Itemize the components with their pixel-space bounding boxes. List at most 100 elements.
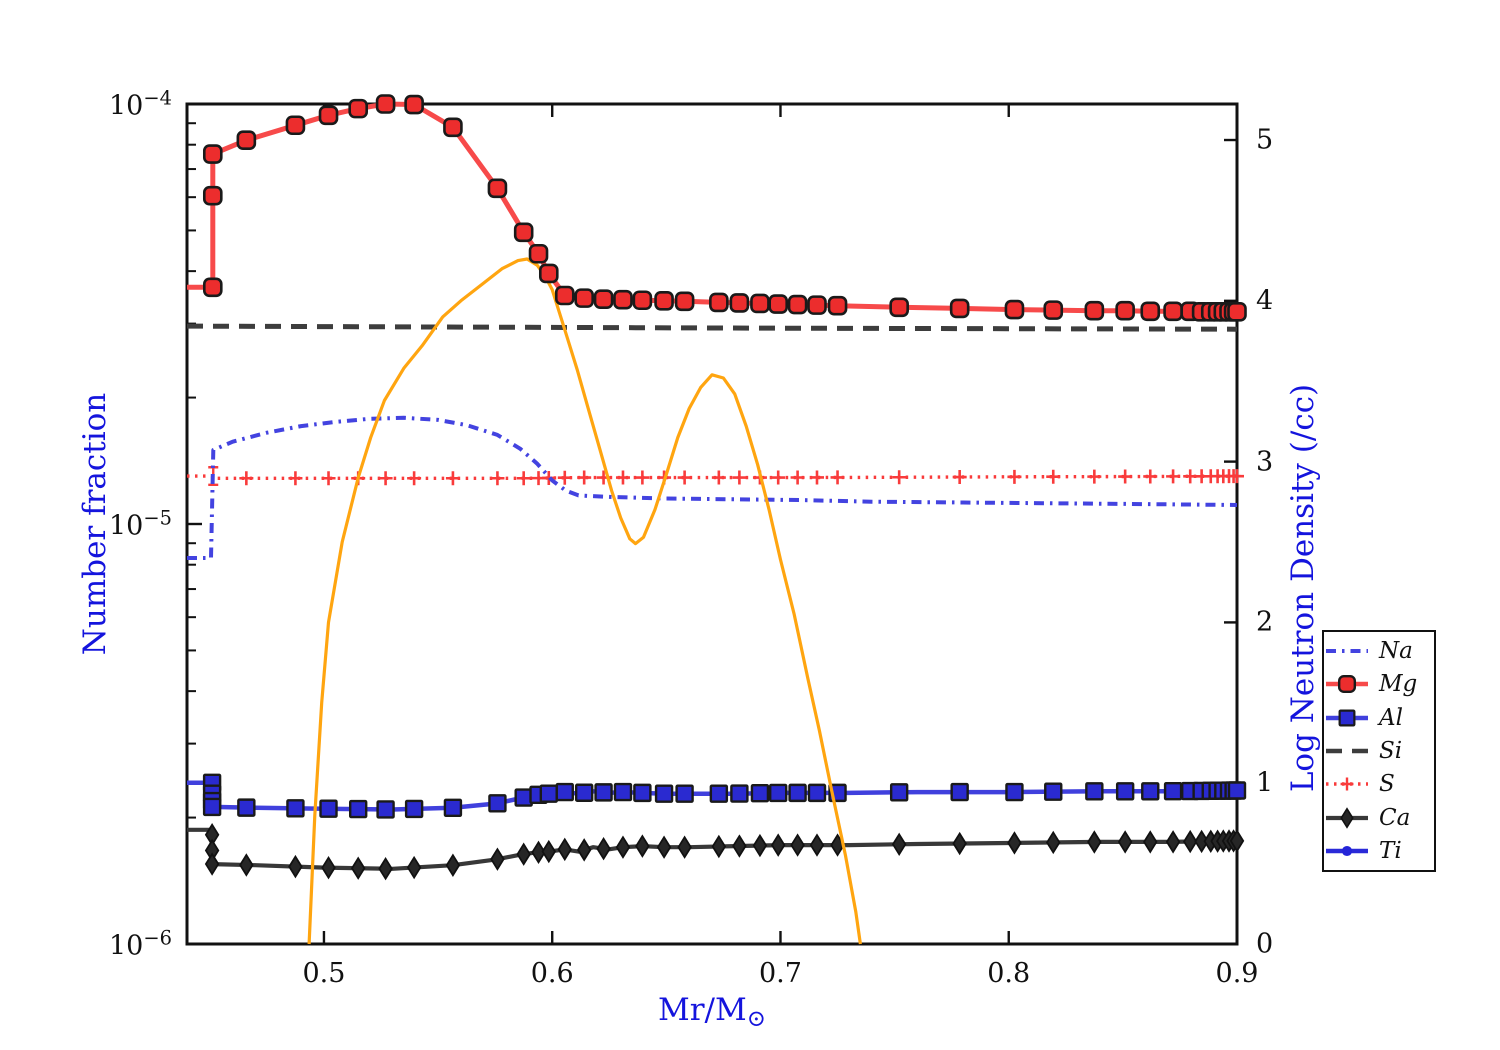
al-marker — [539, 784, 558, 803]
plot-border — [185, 102, 1239, 946]
al-marker — [1227, 781, 1247, 800]
al-marker — [514, 788, 533, 807]
mg-marker — [554, 285, 575, 306]
mg-marker — [674, 291, 695, 312]
mg-marker — [889, 297, 909, 318]
legend-item-Ca: Ca — [1324, 802, 1434, 834]
ca-marker — [288, 854, 303, 879]
ca-marker — [576, 838, 592, 862]
mg-marker — [807, 295, 827, 315]
series-line-Si — [186, 323, 1238, 332]
s-marker — [892, 470, 907, 485]
s-marker — [321, 471, 336, 486]
mg-marker — [1227, 302, 1247, 322]
legend-sample-S — [1326, 777, 1368, 791]
s-marker — [1007, 469, 1022, 484]
al-marker — [443, 798, 463, 818]
ca-marker — [541, 839, 557, 864]
ca-marker — [1007, 831, 1022, 855]
mg-marker — [1140, 301, 1161, 322]
mg-marker — [487, 178, 508, 199]
s-marker — [635, 470, 650, 485]
y-tick-label: 10−4 — [108, 86, 172, 122]
mg-marker — [285, 115, 306, 136]
al-marker — [950, 782, 969, 802]
legend-label-Si: Si — [1379, 737, 1403, 764]
legend-label-S: S — [1379, 771, 1395, 798]
mg-marker — [513, 222, 534, 243]
ca-marker — [1165, 830, 1181, 854]
series-neutron_density — [307, 257, 862, 945]
al-marker — [1141, 782, 1160, 801]
series-line-Mg — [187, 101, 1237, 315]
ca-marker — [321, 855, 336, 880]
al-marker — [730, 784, 749, 803]
mg-marker — [236, 130, 257, 150]
mg-marker — [593, 289, 614, 309]
x-tick-label: 0.9 — [1215, 958, 1259, 989]
legend-item-Al: Al — [1324, 702, 1434, 734]
ca-marker — [809, 833, 825, 857]
x-tick-label: 0.7 — [758, 958, 802, 989]
al-marker — [1338, 709, 1356, 727]
right-tick-label: 4 — [1256, 285, 1274, 317]
ca-marker — [711, 834, 727, 859]
ti-marker — [1341, 846, 1353, 857]
al-marker — [555, 782, 574, 802]
mg-marker — [1115, 300, 1135, 321]
al-marker — [319, 799, 338, 818]
mg-marker — [654, 290, 674, 311]
s-marker — [378, 471, 393, 486]
x-tick-label: 0.6 — [530, 958, 574, 989]
mg-marker — [202, 144, 223, 164]
s-marker — [1166, 469, 1181, 484]
s-marker — [732, 470, 747, 485]
al-marker — [488, 794, 507, 813]
mg-marker — [202, 277, 223, 298]
ca-marker — [677, 835, 692, 859]
s-marker — [490, 471, 505, 486]
ca-marker — [1117, 830, 1133, 854]
legend-sample-Al — [1326, 709, 1368, 727]
series-line-Ca — [187, 827, 1238, 871]
s-marker — [516, 471, 531, 486]
mg-marker — [348, 98, 368, 119]
legend-label-Al: Al — [1379, 704, 1403, 731]
x-tick-label: 0.5 — [302, 958, 346, 989]
al-marker — [1163, 782, 1183, 801]
s-marker — [711, 470, 726, 485]
mg-marker — [443, 117, 463, 138]
series-Si — [186, 323, 1238, 332]
ca-marker — [557, 837, 573, 862]
al-marker — [237, 798, 256, 817]
legend-label-Ti: Ti — [1379, 838, 1402, 865]
s-marker — [288, 471, 303, 486]
s-marker — [1118, 469, 1133, 484]
right-tick-label: 0 — [1256, 928, 1274, 960]
mg-marker — [404, 94, 424, 115]
s-marker — [541, 470, 556, 485]
al-marker — [286, 799, 305, 818]
right-tick-label: 3 — [1256, 446, 1274, 478]
al-marker — [404, 799, 424, 819]
mg-marker — [574, 288, 594, 308]
ca-marker — [1087, 830, 1102, 854]
al-marker — [376, 800, 395, 819]
ca-marker — [732, 834, 747, 858]
al-marker — [574, 783, 594, 802]
al-marker — [348, 799, 368, 819]
al-marker — [202, 797, 222, 817]
al-marker — [807, 783, 827, 803]
mg-marker — [538, 263, 559, 284]
mg-marker — [750, 293, 770, 314]
ca-marker — [1340, 807, 1354, 829]
mg-marker — [768, 294, 788, 314]
legend: Na Mg Al Si S Ca Ti — [1322, 630, 1436, 872]
al-marker — [594, 783, 613, 802]
ca-marker — [1045, 830, 1061, 855]
mg-marker — [1043, 300, 1064, 320]
right-tick-label: 1 — [1256, 767, 1274, 799]
al-marker — [654, 784, 674, 803]
